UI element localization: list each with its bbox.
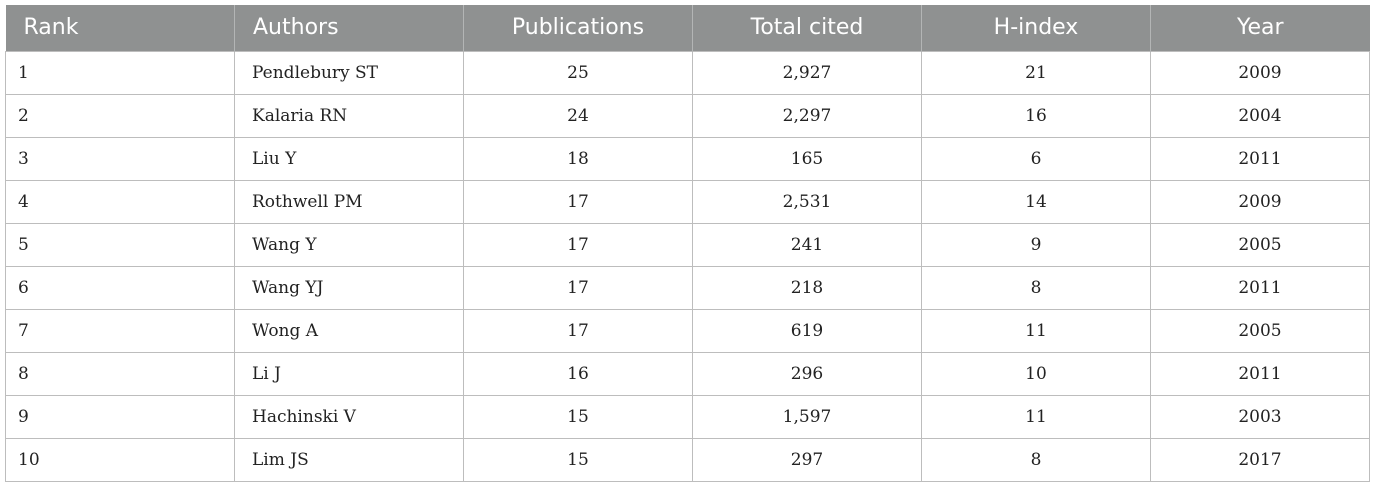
cell-rank: 2 [5, 93, 235, 138]
cell-author: Lim JS [234, 437, 464, 482]
cell-total-cited: 241 [692, 222, 922, 267]
table-row: 9 Hachinski V 15 1,597 11 2003 [5, 394, 1370, 439]
cell-author: Pendlebury ST [234, 50, 464, 95]
cell-publications: 15 [463, 437, 693, 482]
cell-h-index: 6 [921, 136, 1151, 181]
table-body: 1 Pendlebury ST 25 2,927 21 2009 2 Kalar… [5, 50, 1370, 482]
cell-h-index: 11 [921, 308, 1151, 353]
cell-total-cited: 619 [692, 308, 922, 353]
cell-total-cited: 218 [692, 265, 922, 310]
cell-year: 2005 [1150, 222, 1370, 267]
cell-author: Hachinski V [234, 394, 464, 439]
cell-publications: 24 [463, 93, 693, 138]
cell-publications: 17 [463, 265, 693, 310]
cell-h-index: 10 [921, 351, 1151, 396]
cell-publications: 16 [463, 351, 693, 396]
cell-year: 2009 [1150, 179, 1370, 224]
table-row: 4 Rothwell PM 17 2,531 14 2009 [5, 179, 1370, 224]
cell-author: Rothwell PM [234, 179, 464, 224]
cell-publications: 17 [463, 308, 693, 353]
cell-total-cited: 2,927 [692, 50, 922, 95]
header-year: Year [1150, 5, 1370, 51]
cell-rank: 1 [5, 50, 235, 95]
cell-h-index: 21 [921, 50, 1151, 95]
header-total-cited: Total cited [692, 5, 922, 51]
cell-year: 2011 [1150, 136, 1370, 181]
cell-year: 2003 [1150, 394, 1370, 439]
table-row: 7 Wong A 17 619 11 2005 [5, 308, 1370, 353]
cell-h-index: 8 [921, 265, 1151, 310]
cell-total-cited: 297 [692, 437, 922, 482]
header-h-index: H-index [921, 5, 1151, 51]
cell-publications: 25 [463, 50, 693, 95]
header-authors: Authors [234, 5, 464, 51]
cell-h-index: 8 [921, 437, 1151, 482]
table-row: 3 Liu Y 18 165 6 2011 [5, 136, 1370, 181]
cell-rank: 9 [5, 394, 235, 439]
cell-year: 2011 [1150, 265, 1370, 310]
cell-author: Wong A [234, 308, 464, 353]
cell-year: 2017 [1150, 437, 1370, 482]
cell-total-cited: 1,597 [692, 394, 922, 439]
cell-rank: 7 [5, 308, 235, 353]
cell-author: Wang Y [234, 222, 464, 267]
cell-rank: 3 [5, 136, 235, 181]
cell-rank: 6 [5, 265, 235, 310]
table-row: 1 Pendlebury ST 25 2,927 21 2009 [5, 50, 1370, 95]
cell-publications: 17 [463, 222, 693, 267]
cell-h-index: 9 [921, 222, 1151, 267]
cell-year: 2009 [1150, 50, 1370, 95]
cell-total-cited: 2,297 [692, 93, 922, 138]
cell-rank: 4 [5, 179, 235, 224]
cell-author: Liu Y [234, 136, 464, 181]
cell-publications: 15 [463, 394, 693, 439]
table-header: Rank Authors Publications Total cited H-… [5, 5, 1370, 51]
cell-rank: 10 [5, 437, 235, 482]
top-authors-table: Rank Authors Publications Total cited H-… [5, 5, 1370, 482]
header-row: Rank Authors Publications Total cited H-… [5, 5, 1370, 51]
table-row: 5 Wang Y 17 241 9 2005 [5, 222, 1370, 267]
cell-h-index: 14 [921, 179, 1151, 224]
table-row: 10 Lim JS 15 297 8 2017 [5, 437, 1370, 482]
cell-total-cited: 2,531 [692, 179, 922, 224]
cell-rank: 8 [5, 351, 235, 396]
cell-author: Li J [234, 351, 464, 396]
cell-year: 2011 [1150, 351, 1370, 396]
authors-table-container: Rank Authors Publications Total cited H-… [5, 5, 1370, 482]
cell-year: 2004 [1150, 93, 1370, 138]
cell-h-index: 11 [921, 394, 1151, 439]
cell-total-cited: 165 [692, 136, 922, 181]
table-row: 6 Wang YJ 17 218 8 2011 [5, 265, 1370, 310]
cell-year: 2005 [1150, 308, 1370, 353]
cell-total-cited: 296 [692, 351, 922, 396]
cell-author: Kalaria RN [234, 93, 464, 138]
cell-h-index: 16 [921, 93, 1151, 138]
cell-rank: 5 [5, 222, 235, 267]
header-rank: Rank [23, 15, 79, 41]
table-row: 8 Li J 16 296 10 2011 [5, 351, 1370, 396]
cell-publications: 18 [463, 136, 693, 181]
cell-publications: 17 [463, 179, 693, 224]
table-row: 2 Kalaria RN 24 2,297 16 2004 [5, 93, 1370, 138]
cell-author: Wang YJ [234, 265, 464, 310]
header-publications: Publications [463, 5, 693, 51]
